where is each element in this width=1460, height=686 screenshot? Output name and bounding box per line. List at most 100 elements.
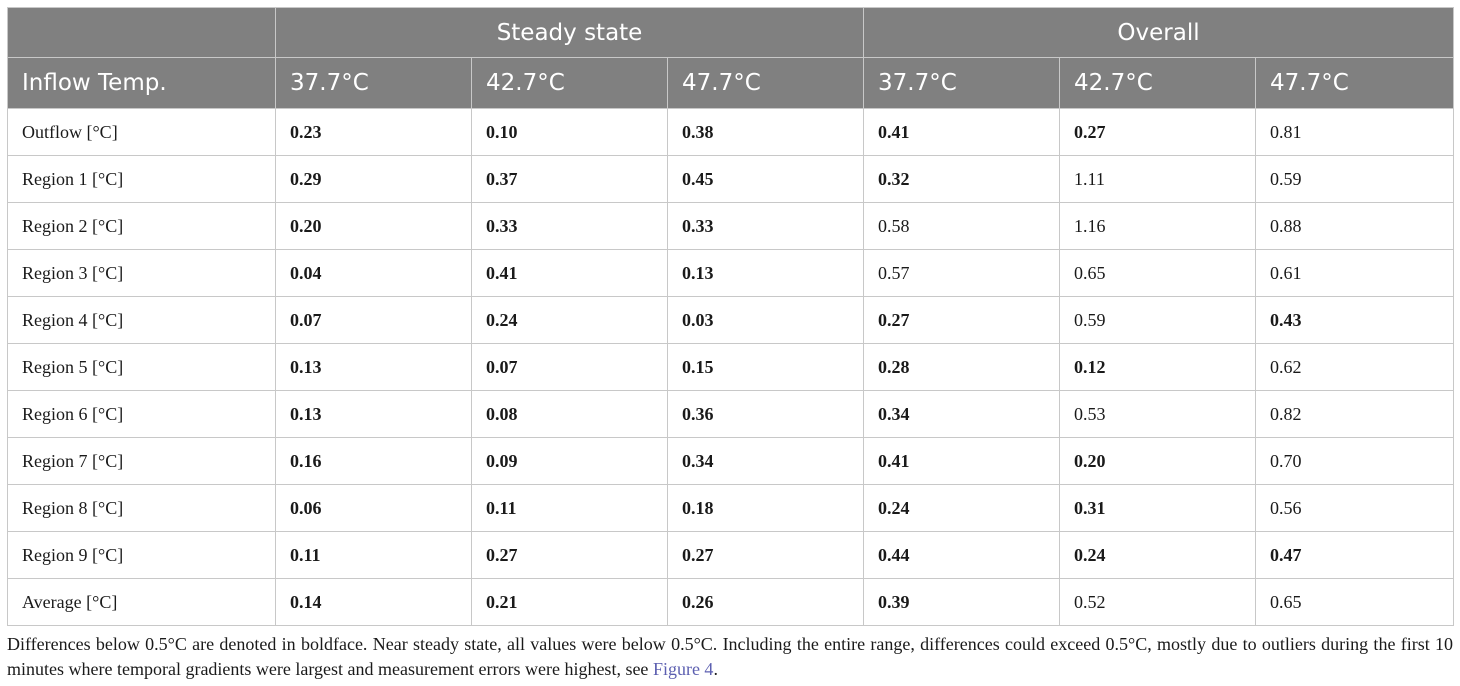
table-cell: 0.07 [275,296,472,344]
row-label: Region 3 [°C] [7,249,276,297]
table-cell: 0.08 [471,390,668,438]
table-body: Outflow [°C] 0.23 0.10 0.38 0.41 0.27 0.81 Regi… [7,108,1455,626]
table-cell: 0.57 [863,249,1061,297]
table-row: Region 8 [°C] 0.06 0.11 0.18 0.24 0.31 0.56 [7,484,1455,532]
table-cell: 1.16 [1059,202,1257,250]
row-label: Outflow [°C] [7,108,276,156]
column-header-row: Inflow Temp. 37.7°C 42.7°C 47.7°C 37.7°C… [7,57,1455,109]
table-cell: 0.31 [1059,484,1257,532]
table-cell: 0.27 [666,531,865,579]
table-cell: 0.24 [863,484,1061,532]
row-label: Region 8 [°C] [7,484,276,532]
row-label: Region 7 [°C] [7,437,276,485]
table-cell: 0.56 [1255,484,1455,532]
table-cell: 0.70 [1255,437,1455,485]
group-header-overall: Overall [863,7,1455,58]
row-label: Region 9 [°C] [7,531,276,579]
table-cell: 0.10 [471,108,668,156]
table-cell: 0.32 [863,155,1061,203]
table-cell: 0.41 [863,437,1061,485]
figure-4-link[interactable]: Figure 4 [652,659,714,679]
row-label: Region 1 [°C] [7,155,276,203]
table-cell: 0.27 [863,296,1061,344]
column-header-steady-47-7: 47.7°C [666,57,865,109]
caption-text: Differences below 0.5°C are denoted in b… [7,634,1453,679]
table-cell: 0.11 [471,484,668,532]
table-cell: 0.06 [275,484,472,532]
table-cell: 1.11 [1059,155,1257,203]
table-row: Region 2 [°C] 0.20 0.33 0.33 0.58 1.16 0.88 [7,202,1455,250]
column-header-overall-42-7: 42.7°C [1059,57,1257,109]
table-cell: 0.82 [1255,390,1455,438]
table-cell: 0.65 [1059,249,1257,297]
table-cell: 0.33 [666,202,865,250]
row-label: Region 2 [°C] [7,202,276,250]
table-cell: 0.58 [863,202,1061,250]
table-cell: 0.26 [666,578,865,626]
table-cell: 0.34 [863,390,1061,438]
table-cell: 0.16 [275,437,472,485]
column-header-overall-37-7: 37.7°C [863,57,1061,109]
table-cell: 0.39 [863,578,1061,626]
table-cell: 0.15 [666,343,865,391]
table-cell: 0.24 [1059,531,1257,579]
table-cell: 0.36 [666,390,865,438]
table-cell: 0.13 [275,390,472,438]
table-cell: 0.20 [1059,437,1257,485]
table-cell: 0.27 [471,531,668,579]
table-cell: 0.11 [275,531,472,579]
table-cell: 0.21 [471,578,668,626]
table-cell: 0.53 [1059,390,1257,438]
table-cell: 0.13 [666,249,865,297]
column-header-inflow-temp: Inflow Temp. [7,57,276,109]
table-cell: 0.34 [666,437,865,485]
group-header-empty [7,7,276,58]
table-row: Region 7 [°C] 0.16 0.09 0.34 0.41 0.20 0.70 [7,437,1455,485]
table-cell: 0.27 [1059,108,1257,156]
table-row: Region 4 [°C] 0.07 0.24 0.03 0.27 0.59 0.43 [7,296,1455,344]
table-cell: 0.03 [666,296,865,344]
column-header-overall-47-7: 47.7°C [1255,57,1455,109]
table-cell: 0.07 [471,343,668,391]
table-caption: Differences below 0.5°C are denoted in b… [7,632,1453,682]
table-cell: 0.81 [1255,108,1455,156]
table-cell: 0.62 [1255,343,1455,391]
table-cell: 0.43 [1255,296,1455,344]
group-header-row: Steady state Overall [7,7,1455,58]
table-cell: 0.52 [1059,578,1257,626]
results-table-container: Steady state Overall Inflow Temp. 37.7°C… [7,7,1455,626]
table-cell: 0.59 [1059,296,1257,344]
temperature-differences-table: Steady state Overall Inflow Temp. 37.7°C… [7,7,1455,626]
row-label: Average [°C] [7,578,276,626]
table-cell: 0.14 [275,578,472,626]
column-header-steady-42-7: 42.7°C [471,57,668,109]
table-row: Outflow [°C] 0.23 0.10 0.38 0.41 0.27 0.81 [7,108,1455,156]
table-cell: 0.37 [471,155,668,203]
table-cell: 0.88 [1255,202,1455,250]
table-cell: 0.12 [1059,343,1257,391]
table-cell: 0.33 [471,202,668,250]
table-cell: 0.13 [275,343,472,391]
table-row: Region 6 [°C] 0.13 0.08 0.36 0.34 0.53 0.82 [7,390,1455,438]
table-cell: 0.24 [471,296,668,344]
table-cell: 0.23 [275,108,472,156]
table-cell: 0.09 [471,437,668,485]
table-cell: 0.04 [275,249,472,297]
row-label: Region 6 [°C] [7,390,276,438]
table-row: Region 9 [°C] 0.11 0.27 0.27 0.44 0.24 0.47 [7,531,1455,579]
row-label: Region 5 [°C] [7,343,276,391]
table-cell: 0.20 [275,202,472,250]
group-header-steady-state: Steady state [274,7,865,58]
table-row: Region 1 [°C] 0.29 0.37 0.45 0.32 1.11 0.59 [7,155,1455,203]
row-label: Region 4 [°C] [7,296,276,344]
column-header-steady-37-7: 37.7°C [275,57,472,109]
table-row: Average [°C] 0.14 0.21 0.26 0.39 0.52 0.65 [7,578,1455,626]
table-cell: 0.44 [863,531,1061,579]
table-cell: 0.38 [666,108,865,156]
table-cell: 0.41 [471,249,668,297]
table-cell: 0.29 [275,155,472,203]
table-row: Region 5 [°C] 0.13 0.07 0.15 0.28 0.12 0.62 [7,343,1455,391]
table-cell: 0.47 [1255,531,1455,579]
table-cell: 0.59 [1255,155,1455,203]
table-row: Region 3 [°C] 0.04 0.41 0.13 0.57 0.65 0.61 [7,249,1455,297]
